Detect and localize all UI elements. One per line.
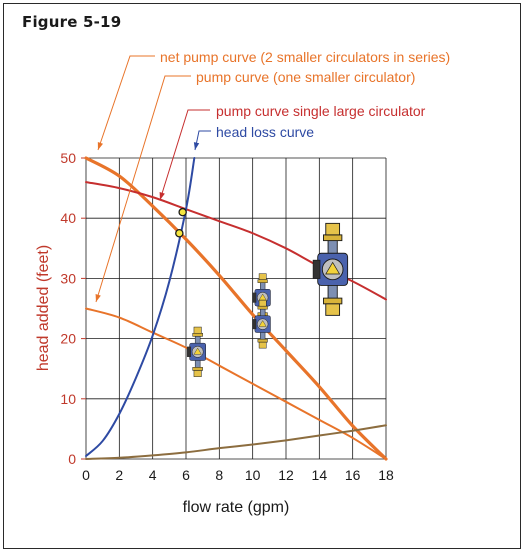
annotation-arrowhead [95, 294, 101, 302]
x-tick-label: 12 [278, 467, 294, 483]
tick-labels: 0 2 4 6 8 10 12 14 16 18 0 10 20 30 40 50 [60, 150, 394, 483]
head-loss-curve [85, 157, 196, 457]
annotation-arrowhead [193, 142, 200, 150]
series-label: pump curve (one smaller circulator) [196, 69, 415, 85]
y-tick-label: 30 [60, 270, 76, 286]
small-pump-curve [85, 307, 387, 460]
secondary-curve [85, 424, 387, 460]
y-tick-label: 40 [60, 210, 76, 226]
x-tick-label: 18 [378, 467, 394, 483]
annotation-leader [97, 55, 155, 151]
x-tick-label: 10 [245, 467, 261, 483]
x-tick-label: 4 [149, 467, 157, 483]
series-label: head loss curve [216, 124, 314, 140]
x-tick-label: 6 [182, 467, 190, 483]
y-tick-label: 0 [68, 451, 76, 467]
small-circulator-icon [252, 299, 271, 349]
x-tick-label: 0 [82, 467, 90, 483]
x-tick-label: 2 [115, 467, 123, 483]
x-tick-label: 14 [312, 467, 328, 483]
annotation-leader [194, 130, 211, 151]
large-circulator-icon [312, 222, 349, 316]
y-tick-label: 20 [60, 331, 76, 347]
small-circulator-icon [186, 326, 206, 377]
series-label: pump curve single large circulator [216, 103, 426, 119]
annotation-leader [159, 109, 210, 201]
y-tick-label: 50 [60, 150, 76, 166]
series-label: net pump curve (2 smaller circulators in… [160, 49, 450, 65]
net-pump-curve [84, 156, 388, 461]
y-axis-title: head added (feet) [35, 245, 52, 371]
annotations: net pump curve (2 smaller circulators in… [95, 49, 450, 303]
annotation-leader [95, 75, 191, 303]
operating-point [178, 207, 187, 217]
circulator-illustrations [186, 222, 349, 377]
operating-points [175, 207, 187, 238]
y-tick-label: 10 [60, 391, 76, 407]
x-tick-label: 8 [215, 467, 223, 483]
figure-label: Figure 5-19 [22, 13, 122, 31]
annotation-arrowhead [97, 142, 104, 150]
x-tick-label: 16 [345, 467, 361, 483]
curves [84, 156, 388, 461]
x-axis-title: flow rate (gpm) [183, 499, 290, 516]
operating-point [175, 228, 184, 238]
annotation-arrowhead [159, 192, 165, 200]
